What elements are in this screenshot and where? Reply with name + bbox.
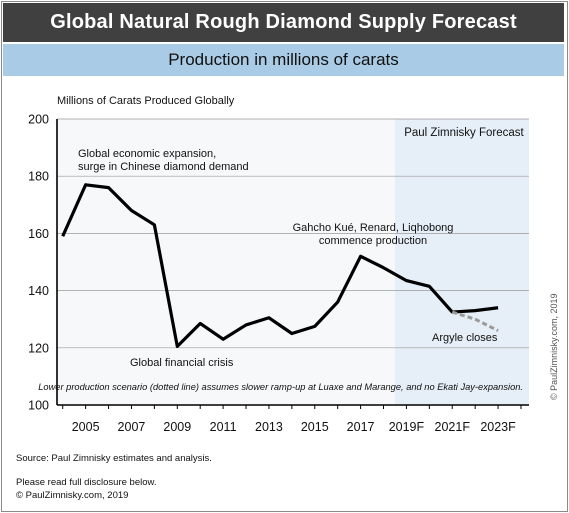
x-tick-label: 2013 [255, 420, 283, 434]
low-scenario-line [451, 310, 499, 332]
annotation-text: Argyle closes [432, 332, 498, 344]
y-tick-label: 200 [28, 113, 49, 127]
chart-title: Global Natural Rough Diamond Supply Fore… [3, 3, 564, 42]
x-tick-label: 2023F [480, 420, 516, 434]
disclosure-block: Please read full disclosure below. © Pau… [16, 477, 156, 502]
x-tick-label: 2019F [389, 420, 425, 434]
x-tick-label: 2021F [435, 420, 471, 434]
x-tick-label: 2005 [72, 420, 100, 434]
y-tick-label: 120 [28, 341, 49, 355]
y-tick-label: 160 [28, 227, 49, 241]
annotation-text: commence production [319, 235, 427, 247]
vertical-copyright: © PaulZimnisky.com, 2019 [549, 293, 559, 400]
chart-subtitle: Production in millions of carats [3, 44, 564, 76]
y-axis-label: Millions of Carats Produced Globally [57, 95, 235, 107]
main-series-line [61, 183, 499, 348]
y-tick-label: 140 [28, 284, 49, 298]
source-note: Source: Paul Zimnisky estimates and anal… [16, 453, 212, 464]
copyright-note: © PaulZimnisky.com, 2019 [16, 489, 129, 501]
annotation-text: Global economic expansion, [78, 148, 216, 160]
annotation-text: Gahcho Kué, Renard, Liqhobong [293, 222, 454, 234]
y-tick-label: 100 [28, 399, 49, 413]
x-tick-label: 2017 [347, 420, 375, 434]
x-tick-label: 2015 [301, 420, 329, 434]
annotation-text: surge in Chinese diamond demand [78, 161, 249, 173]
disclosure-note: Please read full disclosure below. [16, 477, 157, 488]
x-tick-label: 2007 [118, 420, 146, 434]
forecast-region [394, 119, 529, 405]
y-tick-label: 180 [28, 170, 49, 184]
scenario-footnote: Lower production scenario (dotted line) … [38, 382, 523, 392]
annotation-text: Global financial crisis [130, 357, 234, 369]
forecast-region-label: Paul Zimnisky Forecast [404, 127, 524, 139]
x-tick-label: 2009 [163, 420, 191, 434]
x-tick-label: 2011 [210, 420, 237, 434]
